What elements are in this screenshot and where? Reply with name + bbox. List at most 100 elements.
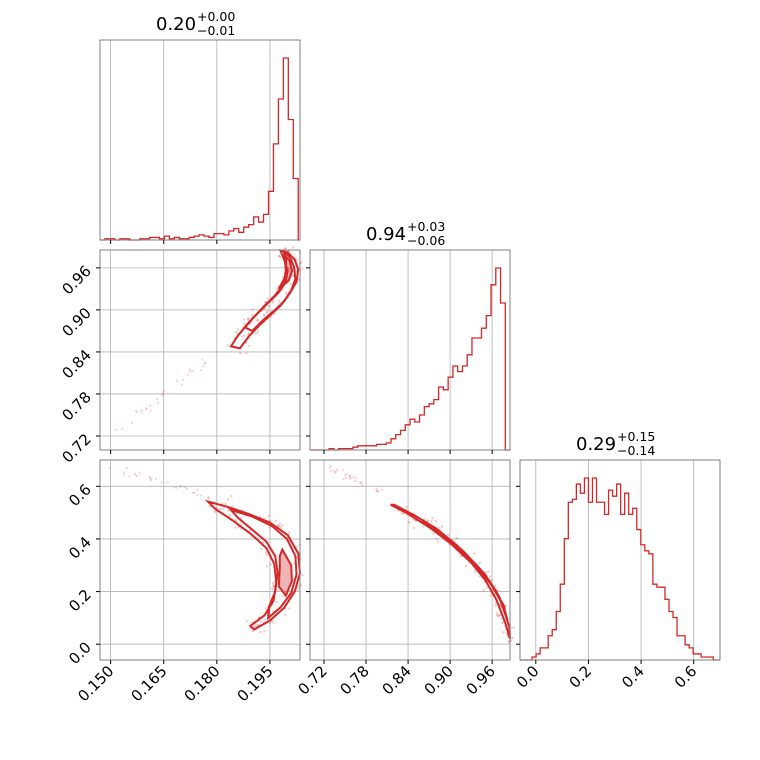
xtick-label: 0.165 — [127, 662, 170, 705]
sample-point — [265, 565, 269, 568]
sample-point — [485, 586, 488, 589]
sample-point — [259, 631, 262, 634]
sample-point — [459, 554, 463, 558]
sample-point — [375, 487, 378, 491]
sample-point — [359, 482, 362, 485]
sample-point — [155, 477, 158, 480]
sample-point — [464, 564, 468, 568]
sample-point — [284, 247, 287, 250]
sample-point — [271, 301, 275, 304]
sample-point — [478, 575, 481, 578]
sample-point — [185, 487, 188, 490]
sample-point — [375, 489, 378, 493]
sample-point — [208, 505, 212, 508]
sample-point — [160, 481, 163, 484]
sample-point — [199, 494, 203, 497]
sample-point — [345, 472, 348, 476]
panel-title-1: 0.94 — [366, 224, 406, 245]
sample-point — [252, 625, 256, 628]
sample-point — [361, 484, 364, 487]
sample-point — [149, 479, 152, 482]
sample-point — [510, 639, 513, 642]
sample-point — [245, 620, 249, 623]
sample-point — [161, 394, 164, 397]
sample-point — [125, 466, 129, 470]
sample-point — [495, 612, 499, 615]
sample-point — [128, 475, 131, 478]
sample-point — [234, 331, 238, 334]
contour-level-2 — [277, 254, 294, 290]
sample-point — [354, 479, 357, 483]
sample-point — [272, 581, 275, 585]
sample-point — [227, 509, 231, 512]
ytick-label: 0.84 — [58, 346, 94, 382]
sample-point — [490, 579, 494, 582]
sample-point — [264, 300, 267, 304]
panel-0-0: 0.20 +0.00−0.01 — [99, 9, 301, 244]
sample-point — [284, 291, 287, 295]
sample-point — [489, 575, 492, 578]
sample-point — [247, 317, 250, 320]
sample-point — [248, 529, 252, 533]
sample-point — [246, 318, 250, 321]
sample-point — [272, 584, 275, 587]
sample-point — [330, 469, 333, 472]
sample-point — [277, 299, 281, 303]
sample-point — [407, 520, 411, 524]
xtick-label: 0.96 — [463, 662, 499, 698]
sample-point — [130, 421, 134, 425]
sample-point — [234, 526, 237, 529]
sample-point — [204, 362, 207, 365]
sample-point — [272, 621, 275, 624]
sample-point — [288, 269, 291, 273]
sample-point — [114, 428, 117, 432]
sample-point — [277, 254, 280, 258]
sample-point — [149, 409, 153, 413]
panel-title-plus-2: +0.15 — [617, 429, 655, 444]
sample-point — [493, 584, 496, 588]
xtick-label: 0.180 — [181, 662, 224, 705]
sample-point — [342, 477, 345, 481]
sample-point — [334, 471, 337, 475]
sample-point — [240, 516, 243, 519]
sample-point — [173, 486, 176, 489]
sample-point — [283, 247, 287, 251]
ytick-label: 0.90 — [58, 304, 94, 340]
sample-point — [180, 383, 184, 386]
sample-point — [380, 488, 383, 491]
sample-point — [341, 469, 345, 472]
panel-title-2: 0.29 — [576, 434, 616, 455]
sample-point — [191, 491, 195, 494]
xtick-label: 0.72 — [294, 662, 330, 698]
sample-point — [182, 378, 185, 381]
sample-point — [328, 466, 331, 469]
sample-point — [254, 624, 258, 628]
panel-frame — [309, 459, 511, 661]
ytick-label: 0.4 — [65, 533, 95, 563]
sample-point — [135, 410, 138, 414]
panel-title-0: 0.20 — [156, 14, 196, 35]
sample-point — [329, 464, 332, 468]
contour-level-2 — [473, 564, 502, 601]
sample-point — [186, 373, 189, 376]
sample-point — [256, 330, 260, 334]
sample-point — [263, 618, 267, 621]
sample-point — [287, 531, 291, 534]
contour-level-1 — [227, 507, 298, 621]
sample-point — [264, 551, 267, 554]
sample-point — [207, 495, 210, 499]
sample-point — [300, 261, 303, 264]
sample-point — [377, 490, 380, 493]
xtick-label: 0.4 — [618, 662, 648, 692]
sample-point — [221, 507, 224, 511]
panel-1-1: 0.94 +0.03−0.06 — [306, 219, 511, 454]
sample-point — [251, 308, 254, 311]
sample-point — [269, 563, 272, 566]
sample-point — [266, 310, 270, 313]
sample-point — [426, 519, 430, 522]
sample-point — [133, 472, 136, 475]
sample-point — [489, 594, 492, 597]
xtick-label: 0.0 — [513, 662, 543, 692]
sample-point — [267, 305, 271, 308]
sample-point — [256, 319, 259, 322]
